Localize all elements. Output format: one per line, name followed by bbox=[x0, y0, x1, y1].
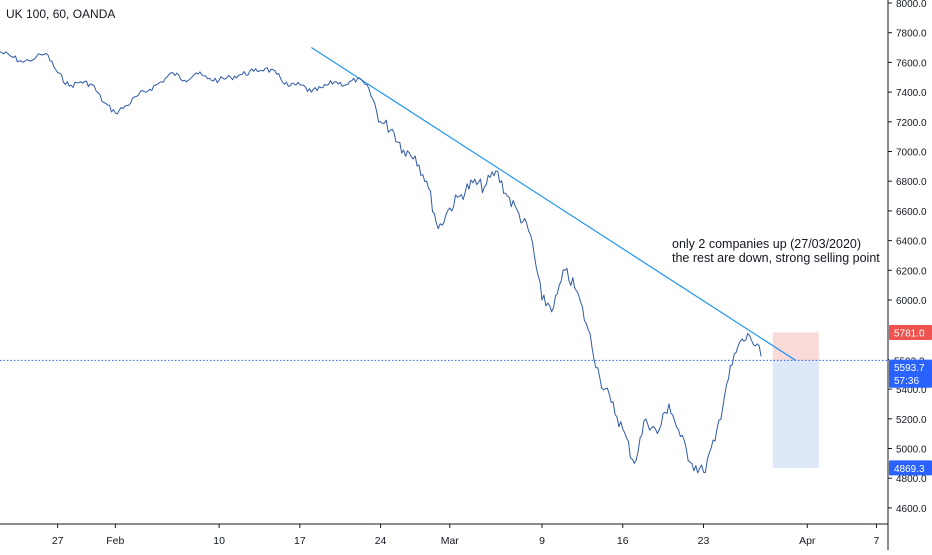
x-tick-label: 17 bbox=[294, 535, 306, 547]
x-tick-label: 27 bbox=[52, 535, 64, 547]
chart-annotation[interactable]: only 2 companies up (27/03/2020) the res… bbox=[672, 237, 880, 265]
annotation-line-2: the rest are down, strong selling point bbox=[672, 251, 880, 265]
axis-badge-label: 4869.3 bbox=[894, 464, 925, 475]
y-tick-label: 7200.0 bbox=[896, 118, 927, 129]
y-tick-label: 4600.0 bbox=[896, 504, 927, 515]
x-tick-label: Apr bbox=[799, 535, 816, 547]
y-tick-label: 4800.0 bbox=[896, 474, 927, 485]
trendline bbox=[311, 47, 797, 361]
take-profit-zone bbox=[772, 360, 819, 468]
x-tick-label: 9 bbox=[539, 535, 545, 547]
x-tick-label: Mar bbox=[441, 535, 460, 547]
trendline-group[interactable] bbox=[311, 47, 797, 361]
axis-badge bbox=[889, 359, 932, 375]
y-tick-label: 5000.0 bbox=[896, 445, 927, 456]
y-tick-label: 6600.0 bbox=[896, 207, 927, 218]
symbol-title: UK 100, 60, OANDA bbox=[6, 7, 116, 21]
axis-badge bbox=[889, 325, 932, 341]
series-group bbox=[0, 51, 762, 474]
annotation-line-1: only 2 companies up (27/03/2020) bbox=[672, 237, 862, 251]
position-tool[interactable] bbox=[772, 332, 819, 468]
x-tick-label: 23 bbox=[698, 535, 710, 547]
axis-badge bbox=[889, 372, 932, 388]
axis-badge-label: 5593.7 bbox=[894, 363, 925, 374]
axis-badge-label: 5781.0 bbox=[894, 329, 925, 340]
y-tick-label: 6800.0 bbox=[896, 177, 927, 188]
axis-badge-label: 57:36 bbox=[894, 376, 919, 387]
y-tick-label: 6400.0 bbox=[896, 237, 927, 248]
stop-loss-zone bbox=[772, 332, 819, 361]
x-tick-label: 7 bbox=[874, 535, 880, 547]
y-tick-label: 8000.0 bbox=[896, 0, 927, 10]
y-tick-label: 6000.0 bbox=[896, 296, 927, 307]
x-tick-label: 10 bbox=[213, 535, 225, 547]
y-tick-label: 7000.0 bbox=[896, 148, 927, 159]
y-tick-label: 5200.0 bbox=[896, 415, 927, 426]
y-tick-label: 6200.0 bbox=[896, 266, 927, 277]
y-tick-label: 7800.0 bbox=[896, 29, 927, 40]
y-tick-label: 7600.0 bbox=[896, 58, 927, 69]
x-tick-label: 24 bbox=[375, 535, 387, 547]
y-tick-label: 7400.0 bbox=[896, 88, 927, 99]
y-tick-label: 5400.0 bbox=[896, 385, 927, 396]
price-series-line bbox=[0, 51, 762, 474]
x-tick-label: Feb bbox=[106, 535, 124, 547]
axis-badge bbox=[889, 460, 932, 476]
x-tick-label: 16 bbox=[617, 535, 629, 547]
